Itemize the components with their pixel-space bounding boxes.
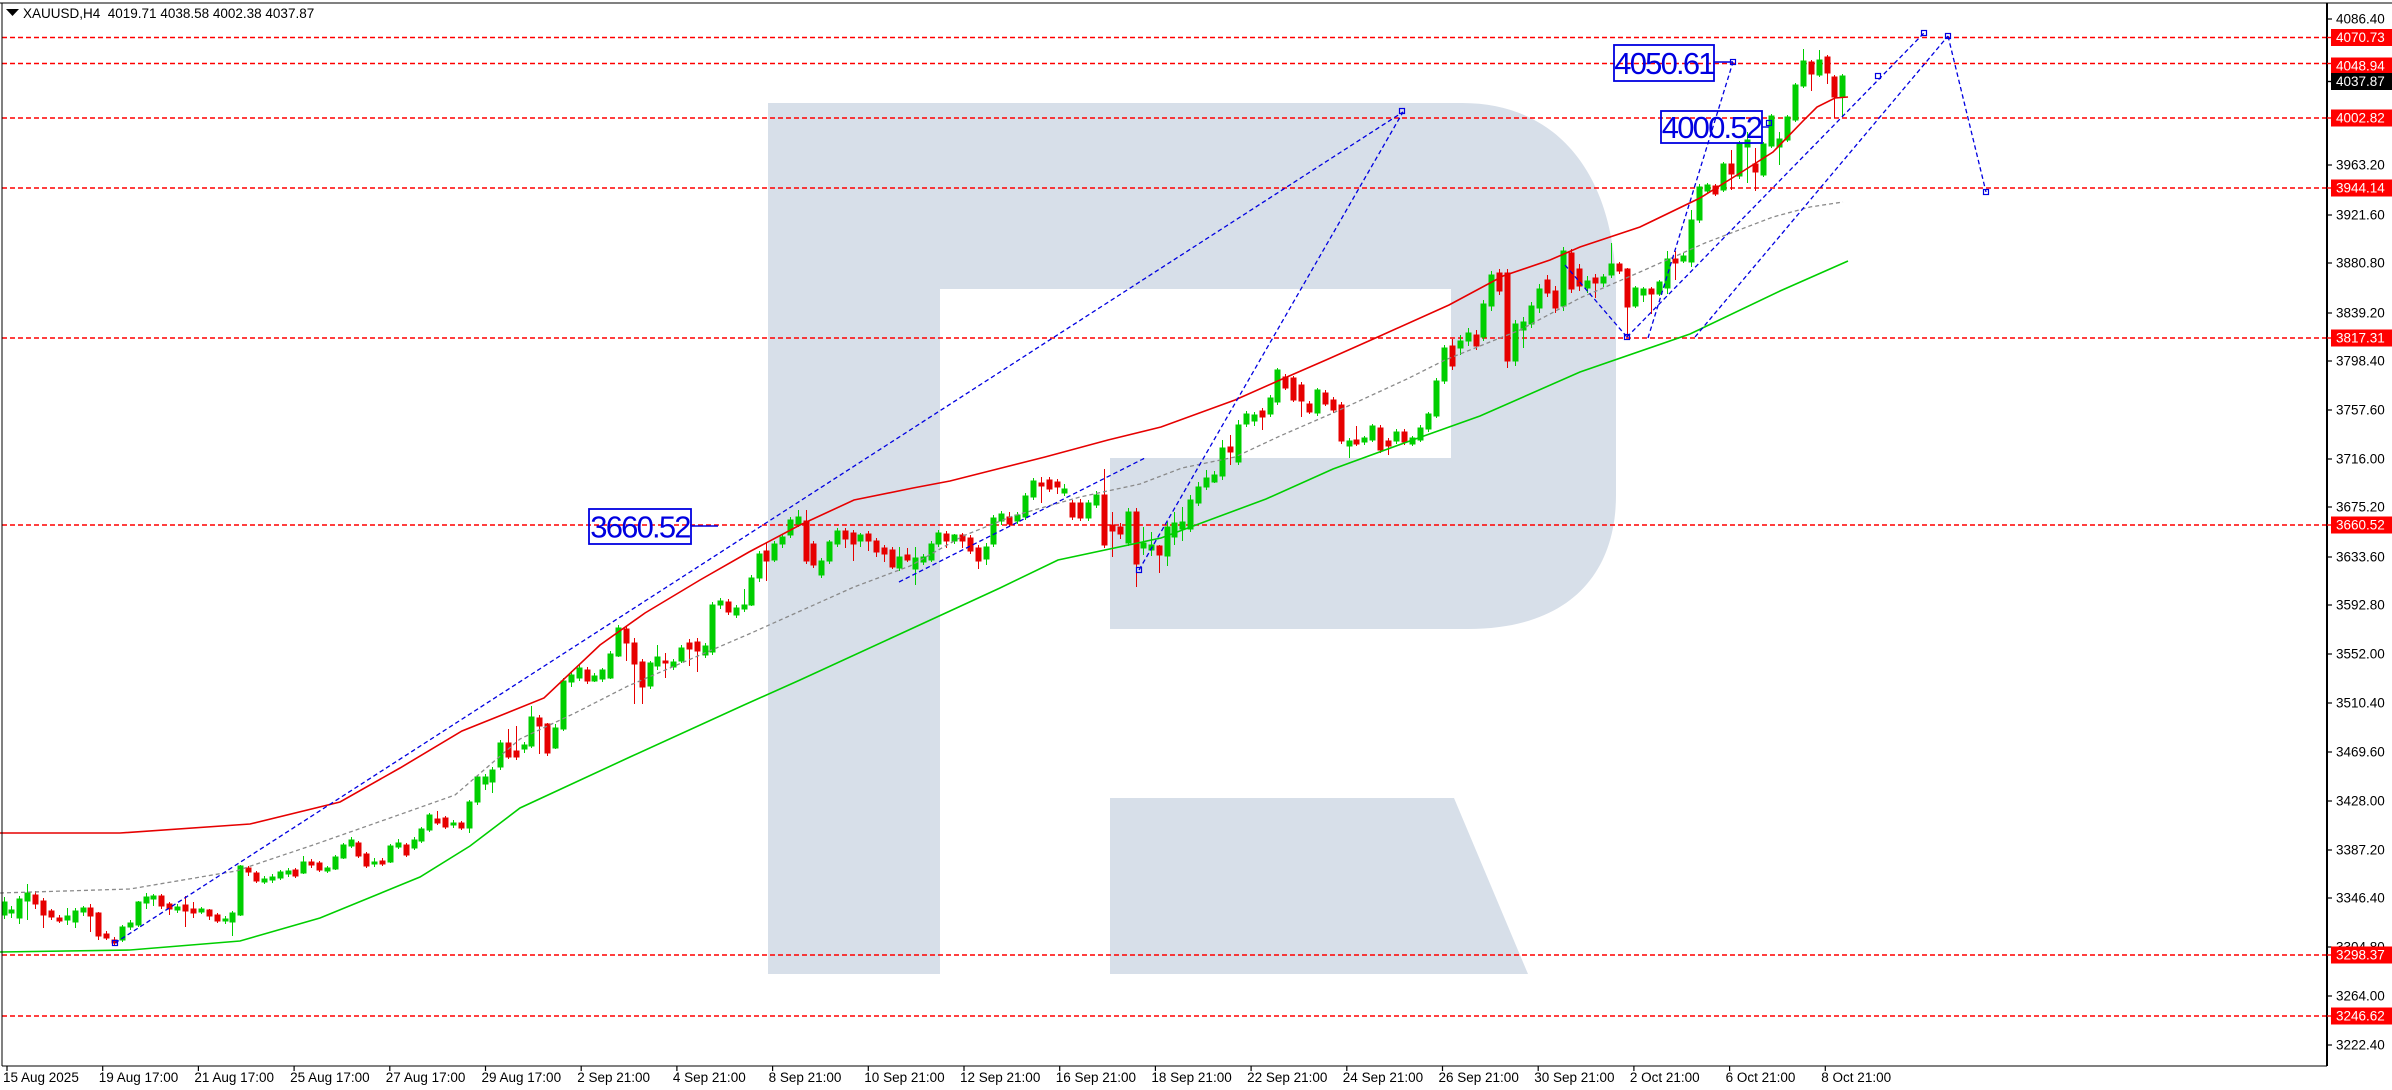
- svg-text:3757.60: 3757.60: [2336, 403, 2385, 418]
- svg-text:4037.87: 4037.87: [2336, 74, 2385, 89]
- svg-text:22 Sep 21:00: 22 Sep 21:00: [1247, 1070, 1327, 1085]
- svg-text:27 Aug 17:00: 27 Aug 17:00: [386, 1070, 466, 1085]
- svg-text:3222.40: 3222.40: [2336, 1038, 2385, 1053]
- svg-text:4086.40: 4086.40: [2336, 12, 2385, 27]
- svg-text:24 Sep 21:00: 24 Sep 21:00: [1343, 1070, 1423, 1085]
- svg-text:3798.40: 3798.40: [2336, 354, 2385, 369]
- svg-text:3346.40: 3346.40: [2336, 891, 2385, 906]
- svg-text:3963.20: 3963.20: [2336, 158, 2385, 173]
- svg-text:3510.40: 3510.40: [2336, 696, 2385, 711]
- svg-text:4000.52: 4000.52: [1662, 110, 1762, 145]
- svg-text:29 Aug 17:00: 29 Aug 17:00: [482, 1070, 562, 1085]
- svg-text:8 Oct 21:00: 8 Oct 21:00: [1821, 1070, 1891, 1085]
- svg-text:3264.00: 3264.00: [2336, 989, 2385, 1004]
- svg-text:15 Aug 2025: 15 Aug 2025: [3, 1070, 79, 1085]
- svg-text:26 Sep 21:00: 26 Sep 21:00: [1439, 1070, 1519, 1085]
- svg-text:3428.00: 3428.00: [2336, 794, 2385, 809]
- svg-text:3660.52: 3660.52: [2336, 518, 2385, 533]
- svg-text:4070.73: 4070.73: [2336, 30, 2385, 45]
- svg-text:3839.20: 3839.20: [2336, 306, 2385, 321]
- svg-text:18 Sep 21:00: 18 Sep 21:00: [1151, 1070, 1231, 1085]
- svg-text:6 Oct 21:00: 6 Oct 21:00: [1726, 1070, 1796, 1085]
- svg-text:16 Sep 21:00: 16 Sep 21:00: [1056, 1070, 1136, 1085]
- svg-text:XAUUSD,H4 4019.71 4038.58 400: XAUUSD,H4 4019.71 4038.58 4002.38 4037.8…: [23, 6, 314, 21]
- svg-text:3552.00: 3552.00: [2336, 647, 2385, 662]
- svg-text:2 Sep 21:00: 2 Sep 21:00: [577, 1070, 650, 1085]
- svg-text:3660.52: 3660.52: [590, 510, 690, 545]
- svg-text:3817.31: 3817.31: [2336, 331, 2385, 346]
- svg-text:10 Sep 21:00: 10 Sep 21:00: [864, 1070, 944, 1085]
- svg-text:21 Aug 17:00: 21 Aug 17:00: [194, 1070, 274, 1085]
- svg-text:3944.14: 3944.14: [2336, 181, 2385, 196]
- svg-text:3716.00: 3716.00: [2336, 452, 2385, 467]
- svg-text:8 Sep 21:00: 8 Sep 21:00: [769, 1070, 842, 1085]
- svg-text:4050.61: 4050.61: [1614, 46, 1714, 81]
- svg-text:30 Sep 21:00: 30 Sep 21:00: [1534, 1070, 1614, 1085]
- svg-text:3921.60: 3921.60: [2336, 208, 2385, 223]
- svg-text:3880.80: 3880.80: [2336, 256, 2385, 271]
- svg-text:3633.60: 3633.60: [2336, 550, 2385, 565]
- svg-text:4 Sep 21:00: 4 Sep 21:00: [673, 1070, 746, 1085]
- svg-text:3387.20: 3387.20: [2336, 843, 2385, 858]
- svg-text:3298.37: 3298.37: [2336, 948, 2385, 963]
- svg-text:3246.62: 3246.62: [2336, 1009, 2385, 1024]
- svg-text:19 Aug 17:00: 19 Aug 17:00: [99, 1070, 179, 1085]
- svg-text:2 Oct 21:00: 2 Oct 21:00: [1630, 1070, 1700, 1085]
- svg-text:25 Aug 17:00: 25 Aug 17:00: [290, 1070, 370, 1085]
- svg-text:12 Sep 21:00: 12 Sep 21:00: [960, 1070, 1040, 1085]
- svg-text:4002.82: 4002.82: [2336, 111, 2385, 126]
- svg-text:3675.20: 3675.20: [2336, 500, 2385, 515]
- svg-text:3469.60: 3469.60: [2336, 745, 2385, 760]
- svg-text:3592.80: 3592.80: [2336, 598, 2385, 613]
- svg-text:4048.94: 4048.94: [2336, 59, 2385, 74]
